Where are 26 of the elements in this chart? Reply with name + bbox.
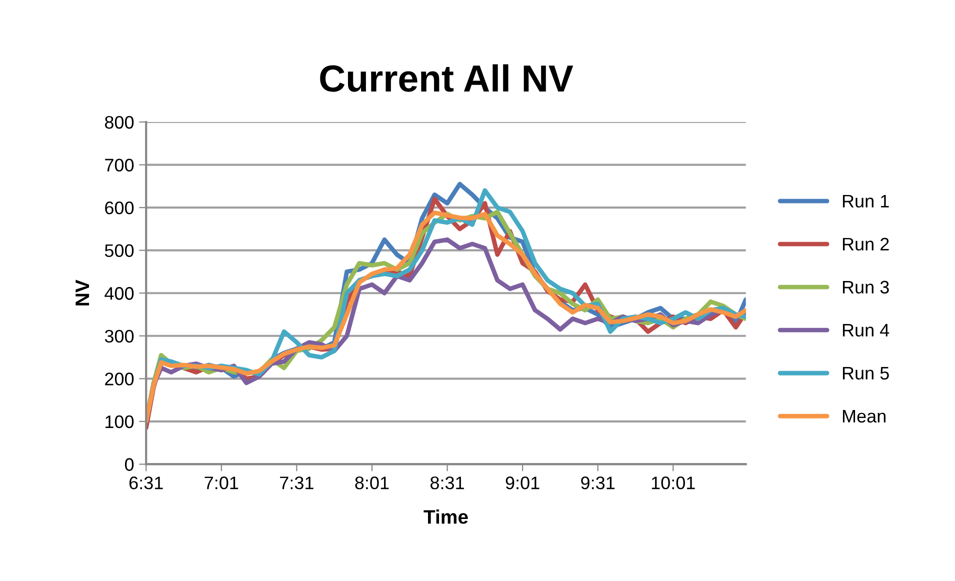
y-tick-label: 100	[106, 415, 134, 428]
y-tick-label: 300	[104, 330, 134, 343]
x-tick-label: 6:31	[129, 476, 163, 490]
y-tick-label: 200	[105, 372, 134, 386]
legend-label: Run 5	[842, 366, 889, 380]
legend-label: Run 2	[842, 238, 889, 251]
legend-label: Mean	[842, 410, 886, 423]
legend-label: Run 4	[842, 324, 890, 337]
x-tick-label: 7:01	[204, 476, 238, 490]
y-tick-label: 400	[104, 287, 134, 300]
x-tick-label: 9:31	[581, 476, 615, 490]
x-tick-label: 8:01	[355, 476, 389, 490]
x-axis-title: Time	[424, 510, 468, 524]
x-tick-label: 8:31	[430, 476, 464, 490]
chart-title: Current All NV	[320, 64, 574, 92]
y-axis-title: NV	[76, 280, 90, 306]
y-tick-label: 700	[105, 158, 134, 172]
x-tick-label: 10:01	[652, 476, 695, 490]
y-tick-label: 500	[104, 244, 134, 258]
y-tick-label: 800	[104, 116, 134, 129]
legend-label: Run 1	[842, 194, 889, 208]
legend-label: Run 3	[842, 280, 889, 294]
y-tick-label: 0	[124, 458, 134, 471]
x-tick-label: 7:31	[280, 476, 314, 490]
x-tick-label: 9:01	[506, 476, 540, 490]
y-tick-label: 600	[105, 201, 134, 214]
